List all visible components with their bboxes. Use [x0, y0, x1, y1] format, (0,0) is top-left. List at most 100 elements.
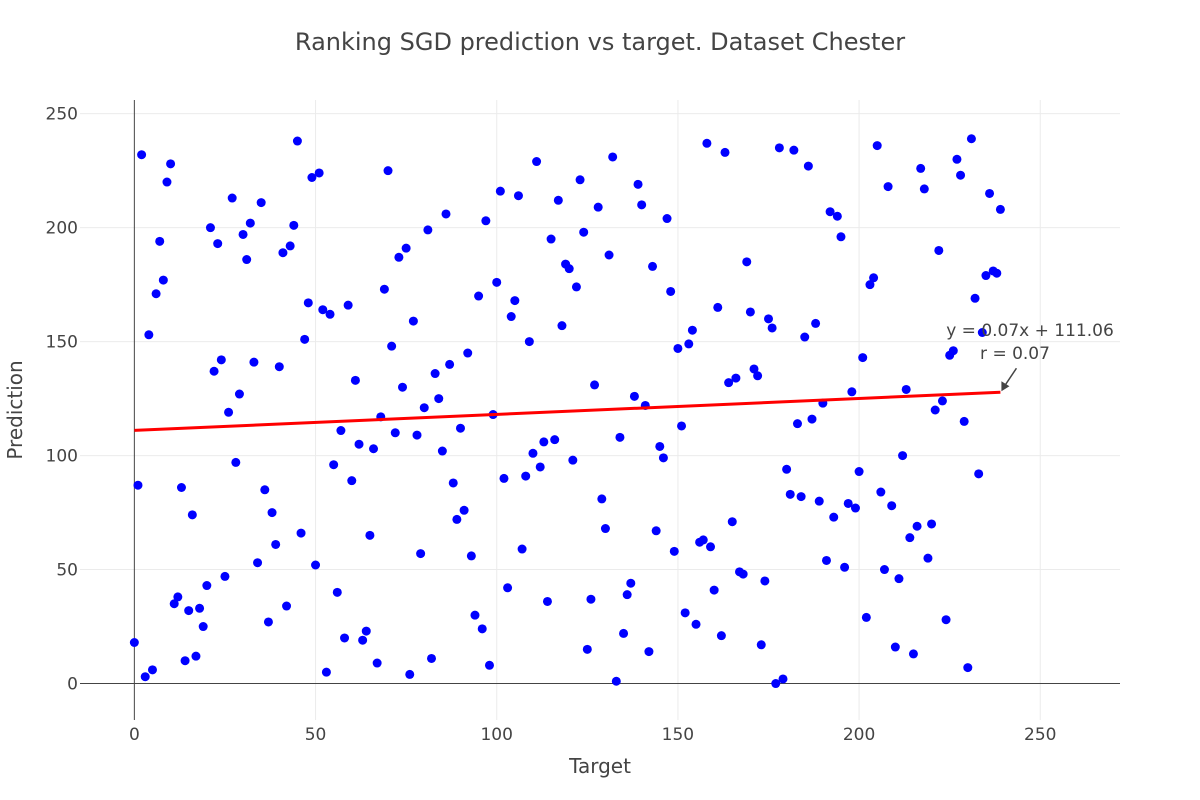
- y-tick-label: 200: [46, 219, 78, 239]
- data-point: [716, 631, 726, 641]
- data-point: [966, 134, 976, 144]
- data-point: [865, 280, 875, 290]
- regression-r-label: r = 0.07: [980, 344, 1050, 364]
- data-point: [369, 444, 379, 454]
- data-point: [521, 471, 531, 481]
- data-point: [767, 323, 777, 333]
- data-point: [778, 674, 788, 684]
- data-point: [144, 330, 154, 340]
- data-point: [184, 606, 194, 616]
- data-point: [155, 236, 165, 246]
- data-point: [173, 592, 183, 602]
- data-point: [137, 150, 147, 160]
- data-point: [934, 245, 944, 255]
- data-point: [452, 514, 462, 524]
- data-point: [981, 271, 991, 281]
- data-point: [963, 663, 973, 673]
- data-point: [571, 282, 581, 292]
- data-point: [227, 193, 237, 203]
- data-point: [706, 542, 716, 552]
- data-point: [238, 229, 248, 239]
- data-point: [550, 435, 560, 445]
- data-point: [292, 136, 302, 146]
- data-point: [455, 423, 465, 433]
- data-point: [459, 505, 469, 515]
- data-point: [492, 277, 502, 287]
- data-point: [843, 498, 853, 508]
- data-point: [271, 539, 281, 549]
- x-tick-label: 250: [1024, 725, 1056, 745]
- data-point: [619, 628, 629, 638]
- data-point: [481, 216, 491, 226]
- data-point: [263, 617, 273, 627]
- annotation-arrow-line: [1003, 367, 1018, 387]
- data-point: [166, 159, 176, 169]
- data-point: [908, 649, 918, 659]
- data-point: [869, 273, 879, 283]
- data-point: [800, 332, 810, 342]
- data-point: [901, 384, 911, 394]
- data-point: [325, 309, 335, 319]
- data-point: [303, 298, 313, 308]
- data-point: [224, 407, 234, 417]
- data-point: [506, 312, 516, 322]
- data-point: [564, 264, 574, 274]
- data-point: [557, 321, 567, 331]
- data-point: [347, 476, 357, 486]
- data-point: [205, 223, 215, 233]
- data-point: [854, 467, 864, 477]
- data-point: [372, 658, 382, 668]
- data-point: [318, 305, 328, 315]
- data-point: [724, 378, 734, 388]
- x-tick-label: 200: [843, 725, 875, 745]
- data-point: [245, 218, 255, 228]
- data-point: [289, 220, 299, 230]
- data-point: [470, 610, 480, 620]
- data-point: [408, 316, 418, 326]
- y-tick-label: 250: [46, 105, 78, 125]
- data-point: [959, 416, 969, 426]
- data-point: [840, 562, 850, 572]
- data-point: [829, 512, 839, 522]
- data-point: [260, 485, 270, 495]
- data-point: [466, 551, 476, 561]
- data-point: [912, 521, 922, 531]
- data-point: [977, 328, 987, 337]
- data-point: [307, 173, 317, 182]
- data-point: [771, 679, 781, 689]
- data-point: [430, 369, 440, 379]
- data-point: [597, 494, 607, 504]
- grid-lines: [80, 100, 1120, 720]
- x-axis-title: Target: [568, 754, 631, 778]
- data-point: [151, 289, 161, 299]
- data-point: [883, 182, 893, 192]
- axes: [80, 100, 1120, 720]
- x-tick-label: 150: [662, 725, 694, 745]
- data-point: [332, 587, 342, 597]
- data-point: [731, 373, 741, 383]
- data-point: [398, 382, 408, 392]
- data-point: [825, 207, 835, 217]
- data-point: [879, 565, 889, 575]
- data-point: [242, 255, 252, 265]
- data-point: [256, 198, 266, 208]
- data-point: [524, 337, 534, 347]
- data-point: [807, 414, 817, 424]
- data-point: [742, 257, 752, 267]
- data-point: [231, 457, 241, 467]
- data-point: [821, 555, 831, 565]
- data-point: [162, 177, 172, 187]
- data-point: [637, 200, 647, 210]
- data-point: [542, 596, 552, 606]
- data-point: [437, 446, 447, 456]
- data-point: [890, 642, 900, 652]
- data-point: [586, 594, 596, 604]
- data-point: [220, 571, 230, 581]
- data-point: [343, 300, 353, 310]
- data-point: [296, 528, 306, 538]
- data-point: [379, 284, 389, 294]
- data-point: [702, 138, 712, 148]
- data-point: [709, 585, 719, 595]
- data-point: [615, 432, 625, 442]
